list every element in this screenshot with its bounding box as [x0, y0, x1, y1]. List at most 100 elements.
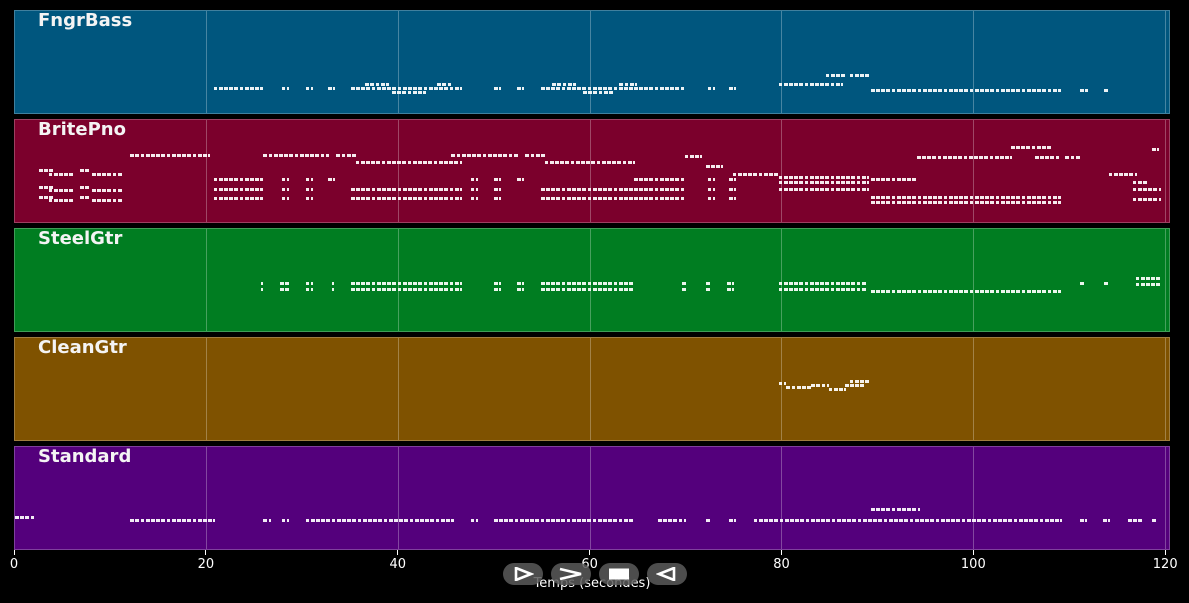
note	[795, 518, 800, 522]
note	[381, 160, 386, 164]
note	[844, 383, 849, 387]
note	[381, 288, 386, 292]
note	[397, 160, 401, 164]
note	[847, 518, 852, 522]
note	[1057, 195, 1061, 199]
note	[664, 187, 669, 191]
note	[861, 288, 866, 292]
note	[732, 173, 737, 177]
note	[368, 518, 372, 522]
note	[433, 160, 438, 164]
stop-button[interactable]	[599, 563, 639, 585]
note	[249, 178, 254, 182]
note	[1005, 156, 1009, 160]
note	[592, 187, 597, 191]
note	[310, 282, 314, 286]
note	[498, 288, 501, 292]
note	[187, 154, 192, 158]
note	[618, 187, 623, 191]
note	[681, 282, 686, 286]
note	[608, 282, 613, 286]
note	[234, 178, 239, 182]
note	[197, 518, 202, 522]
note	[117, 199, 122, 203]
note	[758, 518, 763, 522]
note	[828, 387, 833, 391]
note	[958, 156, 963, 160]
note	[794, 187, 799, 191]
note	[633, 178, 638, 182]
note	[428, 86, 433, 90]
note	[856, 288, 861, 292]
note	[413, 187, 417, 191]
note	[140, 518, 145, 522]
note	[852, 518, 857, 522]
note	[912, 195, 917, 199]
note	[576, 518, 581, 522]
note	[449, 86, 454, 90]
note	[966, 518, 971, 522]
note	[413, 86, 417, 90]
note	[809, 288, 814, 292]
note	[778, 381, 783, 385]
note	[778, 187, 783, 191]
note	[953, 89, 958, 93]
note	[423, 288, 428, 292]
note	[571, 197, 576, 200]
note	[577, 288, 581, 292]
x-tick	[205, 550, 207, 555]
note	[331, 288, 335, 292]
note	[846, 282, 851, 286]
note	[799, 82, 804, 86]
note	[705, 282, 710, 286]
note	[380, 82, 385, 86]
note	[413, 197, 417, 200]
note	[841, 82, 844, 86]
note	[1047, 89, 1052, 93]
note	[733, 178, 737, 182]
note	[901, 195, 906, 199]
note	[412, 91, 417, 95]
note	[80, 195, 85, 199]
back-button[interactable]	[647, 563, 687, 585]
note	[386, 160, 391, 164]
note	[907, 201, 911, 205]
note	[1055, 518, 1060, 522]
note	[799, 282, 804, 286]
note	[402, 160, 407, 164]
note	[69, 173, 73, 177]
note	[371, 197, 376, 200]
note	[443, 160, 448, 164]
note	[783, 82, 788, 86]
note	[995, 290, 1000, 294]
note	[875, 195, 880, 199]
note	[995, 201, 1000, 205]
note	[433, 86, 438, 90]
note	[1037, 89, 1041, 93]
play-button[interactable]	[503, 563, 543, 585]
note	[1008, 518, 1013, 522]
note	[413, 288, 417, 292]
note	[234, 187, 239, 191]
note	[964, 290, 969, 294]
x-tick	[589, 550, 591, 555]
note	[846, 187, 851, 191]
note	[544, 160, 549, 164]
note	[632, 160, 635, 164]
note	[836, 74, 840, 78]
note	[1151, 148, 1156, 152]
note	[680, 178, 685, 182]
note	[350, 197, 355, 200]
gridline	[973, 229, 975, 331]
note	[112, 199, 117, 203]
note	[1026, 146, 1031, 150]
note	[273, 154, 278, 158]
note	[979, 201, 984, 205]
note	[327, 86, 332, 90]
note	[1041, 146, 1046, 150]
x-tick-label: 100	[960, 557, 986, 572]
next-button[interactable]	[551, 563, 591, 585]
note	[974, 201, 979, 205]
note	[810, 518, 815, 522]
note	[627, 160, 632, 164]
